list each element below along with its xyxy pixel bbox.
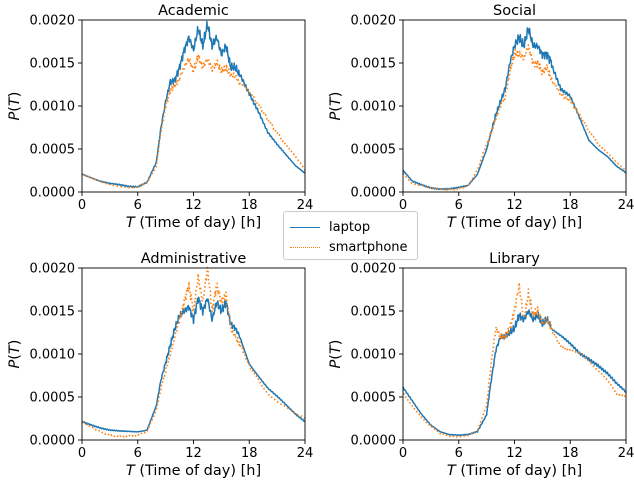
y-tick-label: 0.0000 bbox=[30, 186, 76, 201]
series-line-laptop bbox=[81, 296, 306, 433]
x-tick-label: 6 bbox=[134, 446, 142, 461]
panel-administrative: 0 6 12 18 24 0.0000 0.0005 0.0010 0.0015 0.0020 Ad… bbox=[7, 251, 313, 479]
chart-title: Administrative bbox=[141, 251, 247, 267]
y-tick-label: 0.0020 bbox=[30, 14, 76, 29]
series-line-laptop bbox=[402, 27, 627, 191]
y-tick-label: 0.0015 bbox=[30, 57, 76, 72]
y-tick-label: 0.0015 bbox=[30, 305, 76, 320]
x-tick-label: 18 bbox=[241, 198, 258, 213]
y-tick-label: 0.0005 bbox=[30, 391, 76, 406]
axes-frame bbox=[81, 267, 306, 441]
x-tick-label: 0 bbox=[399, 446, 407, 461]
y-tick-label: 0.0000 bbox=[351, 186, 397, 201]
x-axis-label: T (Time of day) [h] bbox=[447, 215, 582, 231]
y-tick-label: 0.0020 bbox=[351, 14, 397, 29]
x-tick-label: 18 bbox=[241, 446, 258, 461]
panel-library: 0 6 12 18 24 0.0000 0.0005 0.0010 0.0015 0.0020 Li… bbox=[328, 251, 634, 479]
y-tick-label: 0.0005 bbox=[351, 143, 397, 158]
series-line-laptop bbox=[81, 20, 306, 189]
y-axis-label: P(T) bbox=[328, 92, 344, 121]
x-tick-label: 12 bbox=[506, 198, 523, 213]
y-axis-label: P(T) bbox=[7, 92, 23, 121]
legend-item-smartphone: smartphone bbox=[284, 238, 417, 258]
y-tick-label: 0.0020 bbox=[351, 262, 397, 277]
y-tick-label: 0.0010 bbox=[30, 100, 76, 115]
series-line-smartphone bbox=[402, 44, 627, 191]
x-tick-label: 18 bbox=[562, 446, 579, 461]
series-line-smartphone bbox=[81, 54, 306, 189]
y-tick-label: 0.0005 bbox=[30, 143, 76, 158]
chart-title: Social bbox=[493, 3, 536, 19]
x-tick-label: 12 bbox=[185, 446, 202, 461]
y-tick-label: 0.0015 bbox=[351, 305, 397, 320]
x-tick-label: 0 bbox=[399, 198, 407, 213]
panel-academic: 0 6 12 18 24 0.0000 0.0005 0.0010 0.0015 0.0020 Ac… bbox=[7, 3, 313, 231]
y-tick-label: 0.0000 bbox=[30, 434, 76, 449]
x-axis-label: T (Time of day) [h] bbox=[447, 463, 582, 479]
x-tick-label: 24 bbox=[297, 198, 314, 213]
x-tick-label: 6 bbox=[134, 198, 142, 213]
y-tick-label: 0.0005 bbox=[351, 391, 397, 406]
x-tick-label: 12 bbox=[506, 446, 523, 461]
x-tick-label: 18 bbox=[562, 198, 579, 213]
legend-item-laptop: laptop bbox=[284, 218, 417, 238]
y-tick-label: 0.0000 bbox=[351, 434, 397, 449]
legend-label-smartphone: smartphone bbox=[329, 240, 408, 255]
series-line-laptop bbox=[402, 309, 627, 437]
x-axis-label: T (Time of day) [h] bbox=[126, 215, 261, 231]
legend-swatch-smartphone bbox=[290, 247, 320, 248]
y-tick-label: 0.0020 bbox=[30, 262, 76, 277]
x-axis-label: T (Time of day) [h] bbox=[126, 463, 261, 479]
x-tick-label: 24 bbox=[618, 446, 634, 461]
series-line-smartphone bbox=[402, 281, 627, 438]
series-line-smartphone bbox=[81, 266, 306, 438]
x-tick-label: 6 bbox=[455, 198, 463, 213]
chart-title: Academic bbox=[158, 3, 229, 19]
legend: laptop smartphone bbox=[283, 211, 418, 260]
x-tick-label: 0 bbox=[78, 198, 86, 213]
chart-title: Library bbox=[489, 251, 540, 267]
panel-social: 0 6 12 18 24 0.0000 0.0005 0.0010 0.0015 0.0020 So… bbox=[328, 3, 634, 231]
legend-label-laptop: laptop bbox=[329, 220, 371, 235]
y-axis-label: P(T) bbox=[328, 340, 344, 369]
y-tick-label: 0.0010 bbox=[30, 348, 76, 363]
legend-swatch-laptop bbox=[290, 227, 320, 228]
x-tick-label: 24 bbox=[297, 446, 314, 461]
y-tick-label: 0.0015 bbox=[351, 57, 397, 72]
x-tick-label: 12 bbox=[185, 198, 202, 213]
y-tick-label: 0.0010 bbox=[351, 348, 397, 363]
x-tick-label: 6 bbox=[455, 446, 463, 461]
x-tick-label: 0 bbox=[78, 446, 86, 461]
x-tick-label: 24 bbox=[618, 198, 634, 213]
y-tick-label: 0.0010 bbox=[351, 100, 397, 115]
axes-frame bbox=[402, 267, 627, 441]
y-axis-label: P(T) bbox=[7, 340, 23, 369]
